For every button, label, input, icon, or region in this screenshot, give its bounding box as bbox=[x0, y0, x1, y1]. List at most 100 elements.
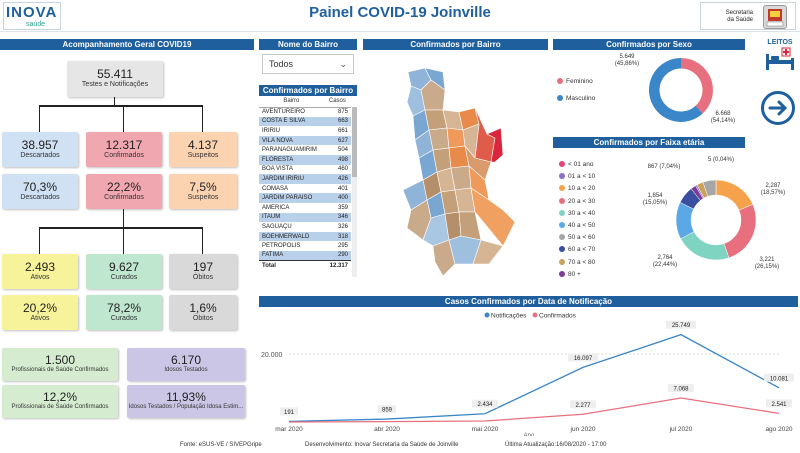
table-row[interactable]: AVENTUREIRO 875 bbox=[259, 107, 351, 117]
confirmados-pct-card: 22,2% Confirmados bbox=[86, 174, 162, 209]
table-title: Confirmados por Bairro bbox=[259, 85, 357, 96]
tree-line bbox=[202, 227, 203, 254]
donut-slice[interactable] bbox=[715, 179, 754, 211]
curados-pct-card: 78,2% Curados bbox=[86, 295, 162, 330]
casos-cell: 295 bbox=[337, 243, 348, 250]
scrollbar-thumb[interactable] bbox=[352, 107, 357, 177]
inova-logo: INOVA saúde bbox=[3, 2, 61, 30]
col-casos[interactable]: Casos bbox=[323, 96, 351, 108]
faixa-label-e: 1,854 (15,05%) bbox=[635, 193, 675, 207]
legend-feminino[interactable]: Feminino bbox=[557, 78, 593, 85]
table-row[interactable]: BOA VISTA 460 bbox=[259, 165, 351, 175]
bairro-filter: Nome do Bairro Todos ⌄ bbox=[259, 39, 357, 77]
table-row[interactable]: IRIRIU 661 bbox=[259, 126, 351, 136]
ativos-pct-label: Ativos bbox=[30, 315, 50, 322]
donut-slice[interactable] bbox=[680, 231, 730, 261]
obitos-card: 197 Óbitos bbox=[169, 254, 237, 289]
faixa-c-pct: (26,15%) bbox=[754, 264, 780, 270]
data-label: 2.541 bbox=[771, 402, 787, 408]
faixa-legend-item[interactable]: < 01 ano bbox=[559, 161, 593, 168]
line-chart[interactable]: 20.000 Notificações Confirmados 191 859 2.434… bbox=[259, 307, 798, 439]
descartados-pct-card: 70,3% Descartados bbox=[2, 174, 78, 209]
obitos-value: 197 bbox=[192, 260, 214, 274]
faixa-label-f: 867 (7,04%) bbox=[647, 164, 681, 170]
map-title: Confirmados por Bairro bbox=[363, 39, 548, 50]
obitos-pct-label: Óbitos bbox=[192, 315, 214, 322]
data-label-box bbox=[472, 399, 498, 408]
faixa-etaria-panel: Confirmados por Faixa etária < 01 ano 01 … bbox=[553, 137, 798, 291]
table-row[interactable]: FATIMA 290 bbox=[259, 250, 351, 261]
confirmados-label: Confirmados bbox=[104, 152, 144, 159]
col-bairro[interactable]: Bairro bbox=[259, 96, 324, 108]
legend-dot bbox=[559, 173, 565, 180]
faixa-legend-item[interactable]: 70 a < 80 bbox=[559, 258, 595, 266]
bairro-cell: SAGUAÇU bbox=[262, 223, 292, 230]
secretaria-text: Secretaria da Saúde bbox=[725, 10, 753, 23]
casos-cell: 661 bbox=[337, 127, 348, 134]
table-row[interactable]: COMASA 401 bbox=[259, 184, 351, 194]
donut-slice[interactable] bbox=[723, 204, 757, 259]
legend-label[interactable]: Notificações bbox=[491, 313, 527, 320]
next-page-button[interactable] bbox=[761, 91, 795, 125]
faixa-legend-item[interactable]: 50 a < 60 bbox=[559, 234, 595, 241]
faixa-legend-item[interactable]: 01 a < 10 bbox=[559, 173, 595, 180]
faixa-label-a: 5 (0,04%) bbox=[707, 157, 734, 163]
page-title: Painel COVID-19 Joinville bbox=[309, 4, 491, 21]
sexo-title: Confirmados por Sexo bbox=[553, 39, 745, 50]
faixa-donut[interactable] bbox=[671, 165, 761, 275]
table-row[interactable]: JARDIM PARAISO 400 bbox=[259, 193, 351, 203]
bairro-cell: COSTA E SILVA bbox=[259, 116, 324, 127]
bairro-map[interactable] bbox=[363, 50, 548, 290]
data-label-box bbox=[668, 384, 694, 393]
bairro-cell: FATIMA bbox=[259, 250, 324, 261]
x-axis-label: Ano bbox=[524, 433, 535, 436]
obitos-pct-value: 1,6% bbox=[189, 301, 217, 315]
table-scrollbar[interactable] bbox=[352, 107, 357, 277]
table-row[interactable]: VILA NOVA 627 bbox=[259, 135, 351, 146]
faixa-legend-item[interactable]: 30 a < 40 bbox=[559, 209, 595, 217]
legend-dot[interactable] bbox=[484, 312, 490, 318]
faixa-legend-item[interactable]: 40 a < 50 bbox=[559, 222, 595, 229]
descartados-label: Descartados bbox=[20, 152, 60, 159]
ativos-value: 2.493 bbox=[24, 260, 56, 274]
obitos-label: Óbitos bbox=[192, 274, 214, 281]
profissionais-pct-card: 12,2% Profissionais de Saúde Confirmados bbox=[2, 385, 118, 418]
leitos-button[interactable]: LEITOS bbox=[762, 39, 798, 83]
table-row[interactable]: COSTA E SILVA 663 bbox=[259, 116, 351, 127]
leitos-label: LEITOS bbox=[767, 39, 793, 46]
legend-dot[interactable] bbox=[532, 312, 538, 318]
table-row[interactable]: PARANAGUAMIRIM 504 bbox=[259, 145, 351, 155]
line-chart-panel: Casos Confirmados por Data de Notificaçã… bbox=[259, 296, 798, 439]
idosos-card: 6.170 Idosos Testados bbox=[127, 348, 245, 381]
sexo-donut[interactable] bbox=[643, 52, 719, 128]
table-row[interactable]: FLORESTA 498 bbox=[259, 154, 351, 165]
table-row[interactable]: AMERICA 359 bbox=[259, 203, 351, 213]
profissionais-pct-value: 12,2% bbox=[42, 390, 78, 404]
legend-label[interactable]: Confirmados bbox=[539, 313, 577, 320]
suspeitos-pct-value: 7,5% bbox=[189, 180, 217, 194]
table-row[interactable]: BOEHMERWALD 318 bbox=[259, 231, 351, 242]
idosos-pct-value: 11,93% bbox=[166, 390, 206, 404]
bairro-dropdown[interactable]: Todos ⌄ bbox=[262, 54, 354, 74]
profissionais-pct-label: Profissionais de Saúde Confirmados bbox=[11, 404, 109, 410]
testes-value: 55.411 bbox=[97, 67, 133, 81]
faixa-legend-item[interactable]: 10 a < 20 bbox=[559, 185, 595, 192]
table-row[interactable]: JARDIM IRIRIU 426 bbox=[259, 174, 351, 184]
tree-line bbox=[123, 105, 124, 132]
data-label: 7.068 bbox=[673, 387, 689, 393]
series-line[interactable] bbox=[288, 397, 780, 423]
bairro-cell: AVENTUREIRO bbox=[262, 109, 305, 116]
table-row[interactable]: ITAUM 346 bbox=[259, 212, 351, 223]
series-line[interactable] bbox=[288, 333, 780, 423]
faixa-legend-item[interactable]: 20 a < 30 bbox=[559, 197, 595, 205]
data-label-box bbox=[568, 353, 598, 362]
table-row[interactable]: PETROPOLIS 295 bbox=[259, 241, 351, 251]
donut-slice[interactable] bbox=[702, 179, 717, 197]
legend-masculino[interactable]: Masculino bbox=[557, 95, 595, 102]
legend-feminino-label: Feminino bbox=[566, 78, 593, 85]
casos-cell: 875 bbox=[337, 109, 348, 116]
faixa-legend-item[interactable]: 80 + bbox=[559, 270, 581, 278]
faixa-legend-item[interactable]: 60 a < 70 bbox=[559, 246, 595, 253]
ativos-card: 2.493 Ativos bbox=[2, 254, 78, 289]
table-row[interactable]: SAGUAÇU 326 bbox=[259, 222, 351, 232]
